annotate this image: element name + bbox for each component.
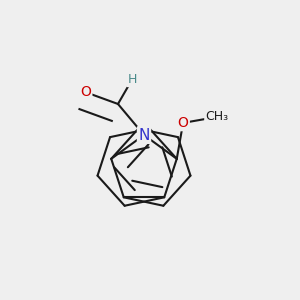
Text: O: O — [178, 116, 188, 130]
Text: H: H — [128, 73, 137, 86]
Text: O: O — [80, 85, 91, 99]
Text: CH₃: CH₃ — [206, 110, 229, 123]
Text: N: N — [138, 128, 150, 142]
